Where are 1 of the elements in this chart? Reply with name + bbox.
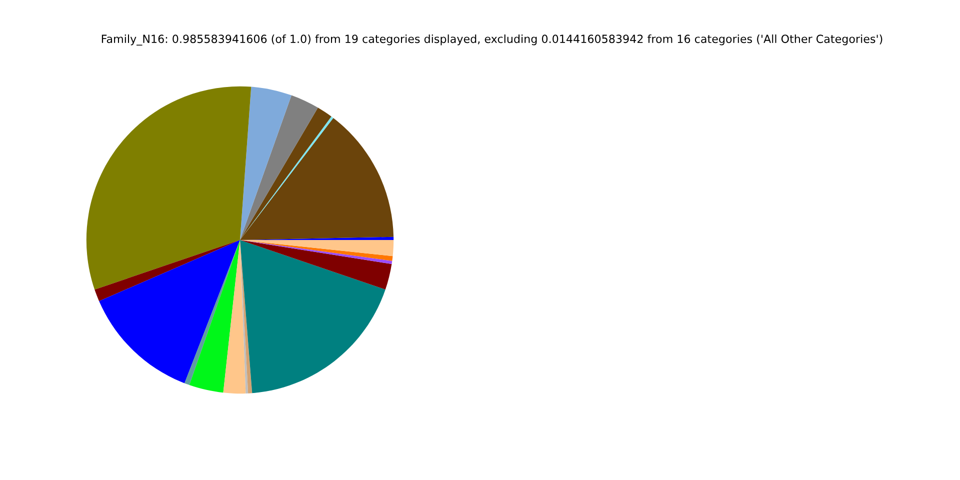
text: Family_N16: 0.985583941606 (of 1.0) from 19 categories displayed, excluding 0.0144160583942 from 16 categories ('All Other Categories') [102, 34, 882, 46]
